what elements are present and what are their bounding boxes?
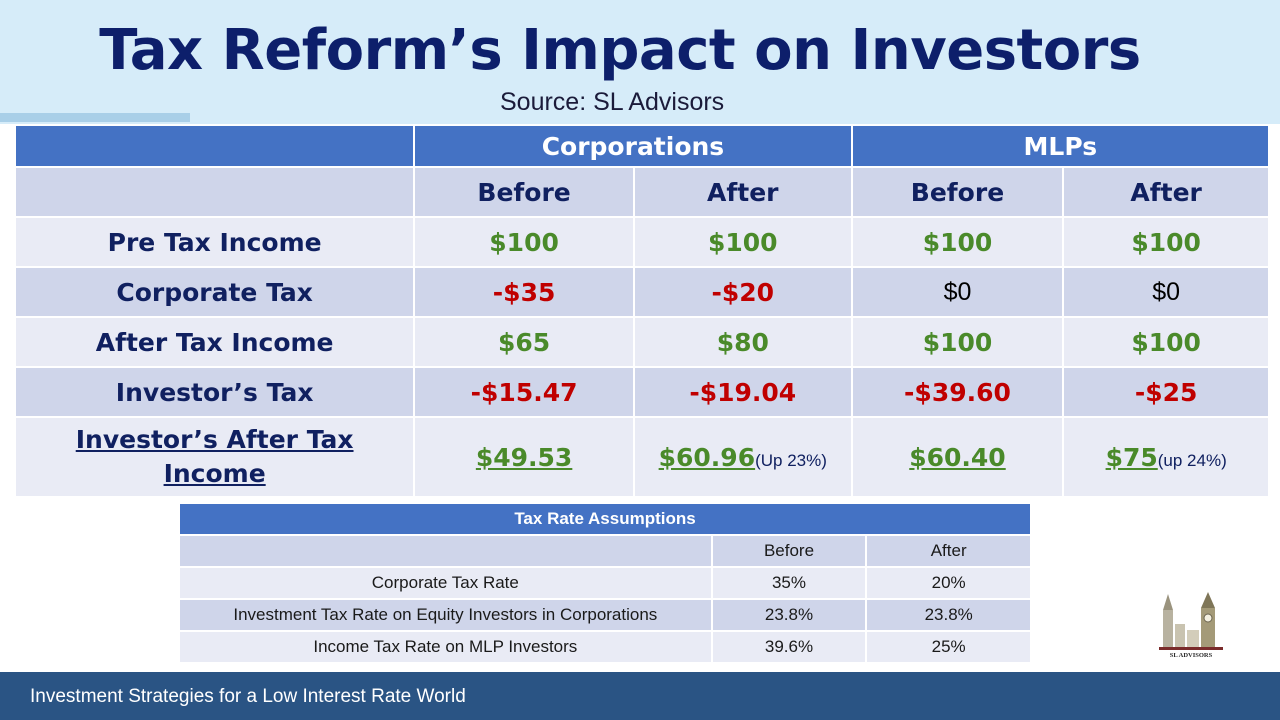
cell-value: $100	[1062, 316, 1270, 368]
group-header-row: Corporations MLPs	[13, 124, 1271, 168]
header-blank-cell	[13, 124, 416, 168]
final-value: $49.53	[475, 442, 573, 472]
logo-clock-face	[1203, 613, 1213, 623]
cell-value: -$20	[632, 266, 853, 318]
cell-value: $100	[1062, 216, 1270, 268]
cell-value: $80	[632, 316, 853, 368]
final-value: $60.96	[658, 442, 756, 472]
tax-rate-assumptions-table: Tax Rate Assumptions Before After Corpor…	[178, 502, 1032, 664]
cell-value: $75(up 24%)	[1062, 416, 1270, 498]
cell-value: -$39.60	[850, 366, 1065, 418]
source-subtitle: Source: SL Advisors	[500, 88, 725, 116]
cell-value: -$15.47	[413, 366, 635, 418]
logo-text: SL ADVISORS	[1170, 652, 1213, 659]
logo-mid-building	[1187, 630, 1199, 648]
assumption-after: 23.8%	[865, 598, 1032, 632]
logo-low-building	[1175, 624, 1185, 648]
subheader-row: Before After Before After	[13, 166, 1270, 218]
sl-advisors-logo: SL ADVISORS	[1159, 592, 1223, 659]
change-note: (Up 23%)	[755, 450, 827, 470]
change-note: (up 24%)	[1157, 450, 1227, 470]
cell-value: $60.40	[850, 416, 1065, 498]
page-title: Tax Reform’s Impact on Investors	[99, 18, 1141, 83]
assumptions-row: Corporate Tax Rate 35% 20%	[178, 566, 1032, 600]
row-label-line1: Investor’s After Tax	[75, 425, 354, 454]
logo-clock-spire	[1201, 592, 1215, 608]
assumptions-row: Investment Tax Rate on Equity Investors …	[178, 598, 1032, 632]
assumptions-col-after: After	[865, 534, 1032, 568]
logo-left-tower	[1163, 610, 1173, 648]
assumptions-row: Income Tax Rate on MLP Investors 39.6% 2…	[178, 630, 1032, 664]
subheader-mlp-after: After	[1062, 166, 1270, 218]
logo-base-line	[1159, 647, 1223, 650]
cell-value: $0	[850, 266, 1065, 318]
row-label-line2: Income	[163, 459, 266, 488]
cell-value: $65	[413, 316, 635, 368]
assumptions-title: Tax Rate Assumptions	[178, 502, 1032, 536]
subheader-corp-after: After	[632, 166, 853, 218]
final-value: $75	[1105, 442, 1158, 472]
cell-value: -$19.04	[632, 366, 853, 418]
cell-value: -$35	[413, 266, 635, 318]
cell-value: $49.53	[413, 416, 635, 498]
group-mlps: MLPs	[850, 124, 1271, 168]
table-row-investors-after-tax-income: Investor’s After Tax Income $49.53 $60.9…	[13, 416, 1270, 498]
footer-tagline: Investment Strategies for a Low Interest…	[30, 686, 466, 707]
cell-value: $100	[632, 216, 853, 268]
assumption-before: 35%	[710, 566, 868, 600]
table-row-after-tax-income: After Tax Income $65 $80 $100 $100	[13, 316, 1270, 368]
row-label: Corporate Tax	[13, 266, 416, 318]
cell-value: -$25	[1062, 366, 1270, 418]
row-label: After Tax Income	[13, 316, 416, 368]
assumption-after: 25%	[865, 630, 1032, 664]
assumption-label: Corporate Tax Rate	[178, 566, 713, 600]
impact-table: Corporations MLPs Before After Before Af…	[13, 124, 1271, 498]
cell-value: $0	[1062, 266, 1270, 318]
assumption-after: 20%	[865, 566, 1032, 600]
cell-value: $100	[850, 216, 1065, 268]
table-row-pre-tax-income: Pre Tax Income $100 $100 $100 $100	[13, 216, 1270, 268]
assumption-label: Income Tax Rate on MLP Investors	[178, 630, 713, 664]
group-corporations: Corporations	[413, 124, 853, 168]
header-accent-bar	[0, 113, 190, 122]
footer-bar: Investment Strategies for a Low Interest…	[0, 672, 1280, 720]
row-label: Investor’s Tax	[13, 366, 416, 418]
assumptions-blank-cell	[178, 534, 713, 568]
table-row-investors-tax: Investor’s Tax -$15.47 -$19.04 -$39.60 -…	[13, 366, 1270, 418]
header-band	[0, 0, 1280, 124]
logo-left-spire	[1163, 594, 1173, 610]
subheader-blank-cell	[13, 166, 416, 218]
assumptions-header-row: Before After	[178, 534, 1032, 568]
cell-value: $100	[850, 316, 1065, 368]
assumption-label: Investment Tax Rate on Equity Investors …	[178, 598, 713, 632]
assumptions-col-before: Before	[710, 534, 868, 568]
row-label: Pre Tax Income	[13, 216, 416, 268]
table-row-corporate-tax: Corporate Tax -$35 -$20 $0 $0	[13, 266, 1270, 318]
final-value: $60.40	[909, 442, 1006, 472]
subheader-mlp-before: Before	[850, 166, 1065, 218]
cell-value: $100	[413, 216, 635, 268]
row-label: Investor’s After Tax Income	[13, 416, 416, 498]
subheader-corp-before: Before	[413, 166, 635, 218]
cell-value: $60.96(Up 23%)	[632, 416, 853, 498]
assumptions-title-row: Tax Rate Assumptions	[178, 502, 1032, 536]
assumption-before: 39.6%	[710, 630, 868, 664]
assumption-before: 23.8%	[710, 598, 868, 632]
